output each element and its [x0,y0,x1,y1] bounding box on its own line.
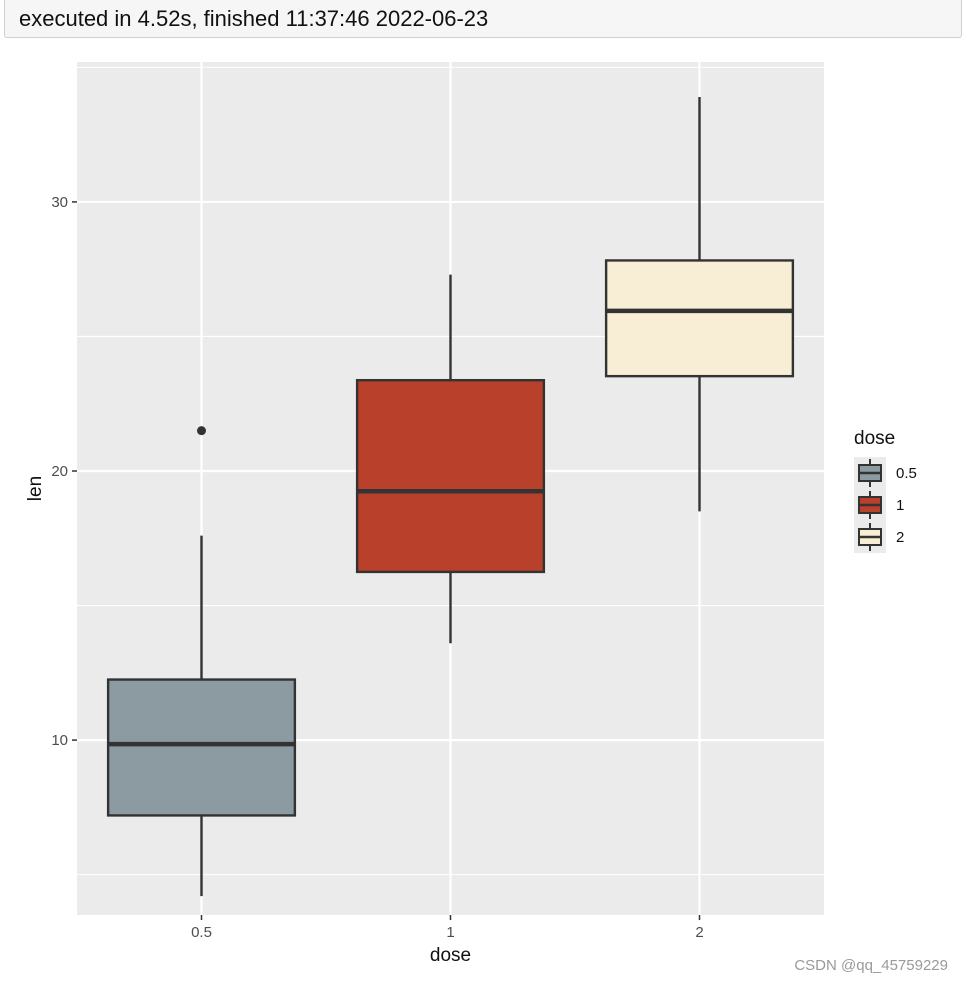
x-tick-label: 0.5 [191,924,212,941]
legend-label-2: 2 [896,529,904,546]
box-2 [604,259,795,378]
x-tick-label: 2 [695,924,703,941]
y-tick-label: 20 [51,463,68,480]
watermark: CSDN @qq_45759229 [794,957,948,974]
execution-status-text: executed in 4.52s, finished 11:37:46 202… [19,6,489,31]
outlier-point [197,426,206,436]
x-tick-label: 1 [446,924,454,941]
execution-status-bar: executed in 4.52s, finished 11:37:46 202… [4,0,962,38]
y-tick-label: 30 [51,194,68,211]
legend-label-1: 1 [896,497,904,514]
x-axis-title: dose [430,945,471,966]
box-1 [355,378,546,574]
legend-title: dose [854,428,895,449]
legend-label-0.5: 0.5 [896,465,917,482]
y-tick-label: 10 [51,732,68,749]
y-axis-title: len [25,476,46,501]
box-0.5 [106,678,297,817]
